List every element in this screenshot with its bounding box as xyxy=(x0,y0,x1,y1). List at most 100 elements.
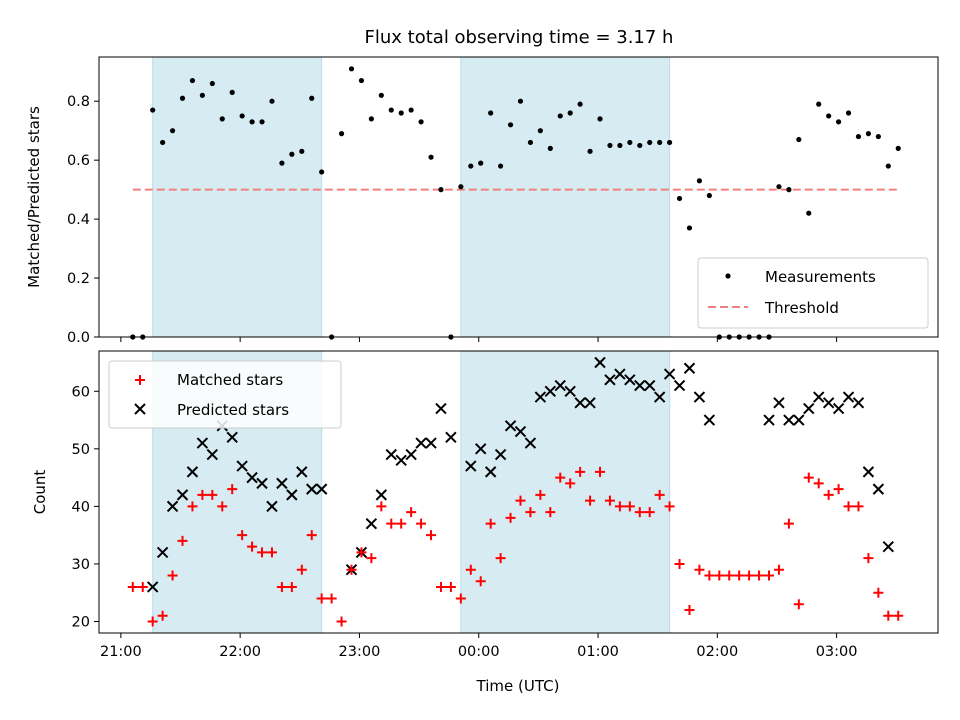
matched-star-point xyxy=(505,512,516,523)
measurement-point xyxy=(885,163,891,169)
measurement-point xyxy=(289,151,295,157)
matched-star-point xyxy=(366,553,377,564)
predicted-star-point xyxy=(176,489,189,501)
matched-star-point xyxy=(754,570,765,581)
matched-star-point xyxy=(237,530,248,541)
measurement-point xyxy=(150,107,156,113)
matched-star-point xyxy=(833,484,844,495)
measurement-point xyxy=(706,192,712,199)
matched-star-point xyxy=(455,593,466,604)
measurement-point xyxy=(498,163,504,169)
legend-measurements-marker xyxy=(725,273,731,279)
predicted-star-point xyxy=(315,483,328,495)
matched-star-point xyxy=(247,541,258,552)
predicted-star-point xyxy=(256,477,268,490)
predicted-star-point xyxy=(842,391,855,403)
matched-star-point xyxy=(684,604,695,615)
matched-star-point xyxy=(207,489,218,500)
matched-star-point xyxy=(823,489,834,500)
x-tick-label: 02:00 xyxy=(696,644,738,660)
predicted-star-point xyxy=(862,466,875,478)
matched-star-point xyxy=(565,478,576,489)
measurement-point xyxy=(547,145,553,151)
matched-star-point xyxy=(306,530,317,541)
predicted-star-point xyxy=(683,362,696,374)
top-y-axis-label: Matched/Predicted stars xyxy=(25,106,43,288)
predicted-star-point xyxy=(822,397,835,409)
matched-star-point xyxy=(137,581,148,592)
matched-star-point xyxy=(734,570,745,581)
legend-predicted-label: Predicted stars xyxy=(177,401,289,419)
top-y-tick-label: 0.0 xyxy=(67,330,90,346)
predicted-star-point xyxy=(584,397,596,409)
measurement-point xyxy=(627,139,633,146)
matched-star-point xyxy=(773,564,784,575)
predicted-star-point xyxy=(793,414,805,426)
predicted-star-point xyxy=(156,546,169,559)
chart-title: Flux total observing time = 3.17 h xyxy=(365,27,674,48)
measurement-point xyxy=(577,101,583,107)
predicted-star-point xyxy=(882,540,895,553)
predicted-star-point xyxy=(703,414,716,426)
matched-star-point xyxy=(157,610,168,621)
measurement-point xyxy=(816,101,822,107)
matched-star-point xyxy=(475,576,486,587)
measurement-point xyxy=(666,139,673,146)
bottom-panel: 20 30 40 50 60 21:00 22:00 23:00 00:00 01:00 02:00… xyxy=(72,350,939,660)
predicted-star-point xyxy=(286,489,298,501)
predicted-star-point xyxy=(186,466,199,478)
measurement-point xyxy=(597,116,603,122)
top-shaded-interval xyxy=(152,56,323,338)
bottom-y-axis-label: Count xyxy=(31,470,49,515)
measurement-point xyxy=(845,110,852,116)
measurement-point xyxy=(358,77,365,84)
matched-star-point xyxy=(783,518,794,529)
top-y-tick-label: 0.6 xyxy=(67,153,90,169)
matched-star-point xyxy=(813,478,824,489)
predicted-star-point xyxy=(564,385,576,397)
matched-star-point xyxy=(445,581,456,592)
measurement-point xyxy=(517,98,524,104)
bottom-y-tick-label: 50 xyxy=(72,442,90,458)
measurement-point xyxy=(527,139,534,146)
matched-star-point xyxy=(197,489,208,500)
legend-matched-marker xyxy=(135,375,145,385)
bottom-y-tick-label: 60 xyxy=(72,384,90,400)
predicted-star-point xyxy=(445,431,457,444)
measurement-point xyxy=(338,131,345,137)
matched-star-point xyxy=(575,466,586,477)
predicted-star-point xyxy=(415,437,427,449)
matched-star-point xyxy=(147,616,158,627)
predicted-star-point xyxy=(693,391,706,403)
matched-star-point xyxy=(495,553,506,564)
measurement-point xyxy=(507,122,514,128)
matched-star-point xyxy=(555,472,566,483)
predicted-star-point xyxy=(465,460,477,472)
predicted-star-point xyxy=(296,466,308,478)
matched-star-point xyxy=(624,501,635,512)
matched-star-point xyxy=(396,518,407,529)
measurement-point xyxy=(259,119,265,125)
predicted-star-point xyxy=(226,431,238,444)
measurement-point xyxy=(478,160,484,166)
matched-star-point xyxy=(217,501,228,512)
matched-star-point xyxy=(853,501,864,512)
measurement-point xyxy=(696,178,703,184)
predicted-star-point xyxy=(435,402,447,415)
measurement-point xyxy=(209,80,215,87)
measurement-point xyxy=(418,119,424,125)
predicted-star-point xyxy=(604,374,616,386)
matched-star-point xyxy=(614,501,625,512)
measurement-point xyxy=(219,116,225,122)
measurement-point xyxy=(786,187,792,193)
top-panel: 0.0 0.2 0.4 0.6 0.8 Measurements Threshold xyxy=(67,56,939,346)
bottom-y-tick-label: 30 xyxy=(72,557,90,573)
measurement-point xyxy=(676,195,683,202)
predicted-star-point xyxy=(544,385,557,397)
predicted-star-point xyxy=(166,500,179,513)
x-axis-label: Time (UTC) xyxy=(476,677,560,695)
predicted-star-point xyxy=(634,379,646,392)
matched-star-point xyxy=(276,581,287,592)
matched-star-point xyxy=(714,570,725,581)
matched-star-point xyxy=(595,466,606,477)
